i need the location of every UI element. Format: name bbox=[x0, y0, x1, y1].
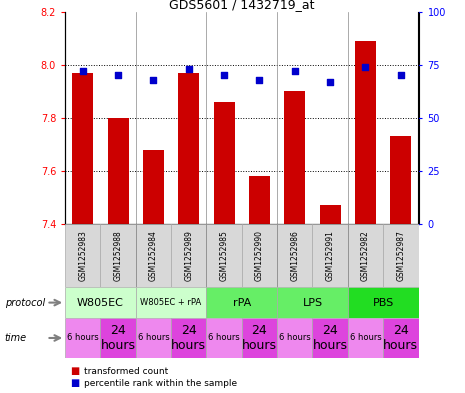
Bar bbox=[143, 150, 164, 224]
Bar bbox=[72, 73, 93, 224]
Point bbox=[362, 64, 369, 70]
Point bbox=[256, 77, 263, 83]
Text: GSM1252985: GSM1252985 bbox=[219, 230, 229, 281]
Bar bbox=[242, 224, 277, 287]
Bar bbox=[100, 318, 136, 358]
Text: GSM1252983: GSM1252983 bbox=[78, 230, 87, 281]
Text: GSM1252988: GSM1252988 bbox=[113, 230, 123, 281]
Text: 24
hours: 24 hours bbox=[383, 324, 418, 352]
Text: 24
hours: 24 hours bbox=[312, 324, 348, 352]
Text: PBS: PBS bbox=[372, 298, 394, 308]
Bar bbox=[136, 287, 206, 318]
Bar bbox=[348, 224, 383, 287]
Point bbox=[397, 72, 405, 79]
Text: 6 hours: 6 hours bbox=[350, 334, 381, 342]
Point bbox=[185, 66, 193, 72]
Text: transformed count: transformed count bbox=[84, 367, 168, 376]
Bar bbox=[65, 287, 136, 318]
Bar bbox=[171, 224, 206, 287]
Text: GSM1252989: GSM1252989 bbox=[184, 230, 193, 281]
Bar bbox=[206, 318, 242, 358]
Text: 6 hours: 6 hours bbox=[138, 334, 169, 342]
Bar bbox=[65, 224, 100, 287]
Text: rPA: rPA bbox=[232, 298, 251, 308]
Text: 24
hours: 24 hours bbox=[100, 324, 136, 352]
Bar bbox=[383, 318, 418, 358]
Bar bbox=[383, 224, 418, 287]
Text: time: time bbox=[5, 333, 27, 343]
Point bbox=[220, 72, 228, 79]
Point bbox=[150, 77, 157, 83]
Bar bbox=[242, 318, 277, 358]
Text: ■: ■ bbox=[70, 366, 79, 376]
Bar bbox=[355, 41, 376, 224]
Bar bbox=[213, 102, 235, 224]
Bar bbox=[284, 92, 306, 224]
Bar bbox=[206, 287, 277, 318]
Bar bbox=[319, 206, 341, 224]
Bar bbox=[312, 318, 348, 358]
Text: protocol: protocol bbox=[5, 298, 45, 308]
Text: GSM1252987: GSM1252987 bbox=[396, 230, 405, 281]
Bar bbox=[277, 287, 348, 318]
Text: GSM1252990: GSM1252990 bbox=[255, 230, 264, 281]
Text: 24
hours: 24 hours bbox=[171, 324, 206, 352]
Bar bbox=[348, 318, 383, 358]
Text: GSM1252991: GSM1252991 bbox=[326, 230, 335, 281]
Bar bbox=[136, 224, 171, 287]
Text: percentile rank within the sample: percentile rank within the sample bbox=[84, 379, 237, 387]
Point bbox=[79, 68, 86, 74]
Point bbox=[326, 79, 334, 85]
Bar bbox=[100, 224, 136, 287]
Bar bbox=[171, 318, 206, 358]
Text: GSM1252984: GSM1252984 bbox=[149, 230, 158, 281]
Title: GDS5601 / 1432719_at: GDS5601 / 1432719_at bbox=[169, 0, 314, 11]
Bar bbox=[277, 224, 312, 287]
Bar bbox=[65, 318, 100, 358]
Bar bbox=[312, 224, 348, 287]
Point bbox=[114, 72, 122, 79]
Text: GSM1252986: GSM1252986 bbox=[290, 230, 299, 281]
Text: 6 hours: 6 hours bbox=[67, 334, 99, 342]
Bar bbox=[136, 318, 171, 358]
Text: ■: ■ bbox=[70, 378, 79, 388]
Text: 6 hours: 6 hours bbox=[279, 334, 311, 342]
Point bbox=[291, 68, 299, 74]
Text: 6 hours: 6 hours bbox=[208, 334, 240, 342]
Text: LPS: LPS bbox=[302, 298, 323, 308]
Text: 24
hours: 24 hours bbox=[242, 324, 277, 352]
Text: W805EC: W805EC bbox=[77, 298, 124, 308]
Bar bbox=[206, 224, 242, 287]
Bar bbox=[178, 73, 199, 224]
Bar bbox=[348, 287, 418, 318]
Bar bbox=[277, 318, 312, 358]
Bar bbox=[107, 118, 129, 224]
Text: W805EC + rPA: W805EC + rPA bbox=[140, 298, 202, 307]
Text: GSM1252982: GSM1252982 bbox=[361, 230, 370, 281]
Bar bbox=[390, 136, 412, 224]
Bar bbox=[249, 176, 270, 224]
